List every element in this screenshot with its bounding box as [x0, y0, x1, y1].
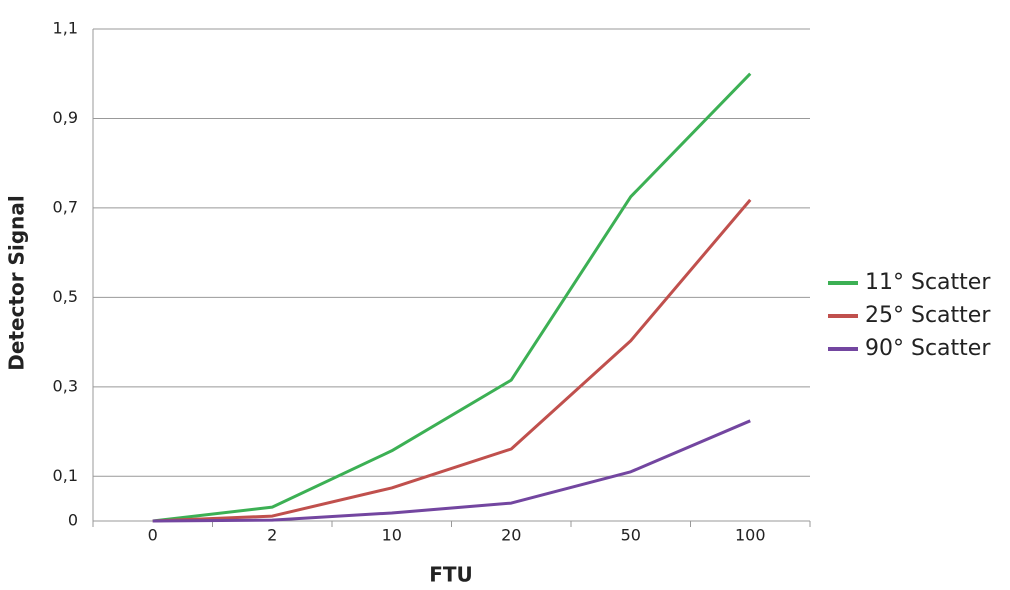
- x-tick-label: 2: [267, 526, 277, 545]
- x-tick-label: 10: [382, 526, 402, 545]
- series-line: [152, 198, 752, 523]
- series-line: [152, 419, 751, 523]
- y-tick-label: 0: [68, 511, 78, 530]
- legend-label: 11° Scatter: [865, 270, 991, 295]
- y-tick-label: 0,7: [53, 197, 78, 216]
- series-line: [152, 72, 752, 523]
- x-axis-title: FTU: [429, 563, 473, 587]
- x-tick-label: 50: [621, 526, 641, 545]
- x-tick-label: 0: [148, 526, 158, 545]
- y-tick-label: 0,9: [53, 108, 78, 127]
- y-tick-label: 0,5: [53, 287, 78, 306]
- legend-label: 90° Scatter: [865, 336, 991, 361]
- x-tick-label: 100: [735, 526, 766, 545]
- legend-label: 25° Scatter: [865, 303, 991, 328]
- y-tick-label: 0,3: [53, 376, 78, 395]
- y-tick-label: 1,1: [53, 19, 78, 38]
- x-tick-label: 20: [501, 526, 521, 545]
- y-tick-label: 0,1: [53, 466, 78, 485]
- y-axis-title: Detector Signal: [5, 195, 29, 370]
